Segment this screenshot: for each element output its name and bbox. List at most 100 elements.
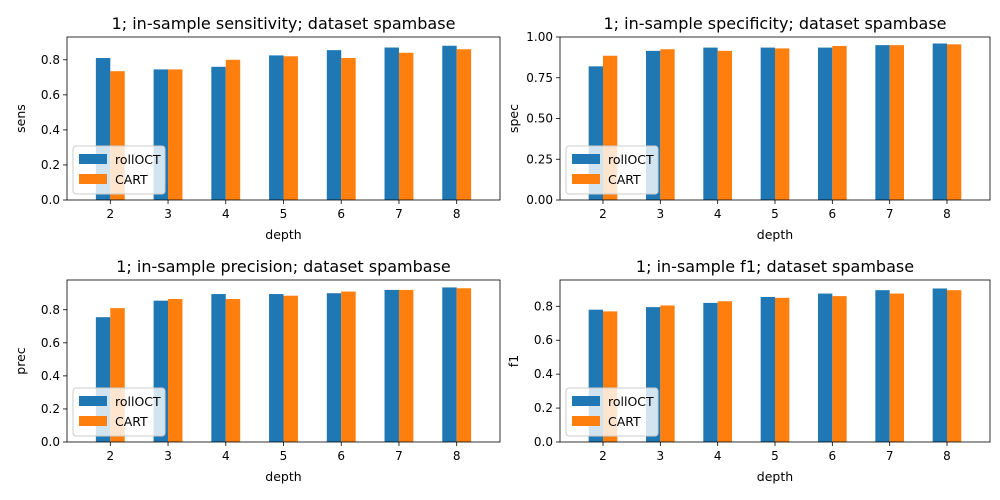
bar-rolloct-depth-6 — [818, 293, 833, 442]
legend: rollOCT CART — [72, 387, 166, 437]
bar-cart-depth-4 — [717, 301, 732, 442]
legend-swatch-rolloct — [79, 396, 107, 406]
bar-cart-depth-8 — [947, 290, 962, 442]
x-tick-label: 8 — [943, 207, 951, 221]
bar-rolloct-depth-7 — [384, 47, 399, 200]
chart-title: 1; in-sample specificity; dataset spamba… — [604, 14, 947, 33]
bar-cart-depth-3 — [660, 305, 675, 442]
legend-swatch-rolloct — [572, 154, 600, 164]
y-tick-label: 0.2 — [41, 402, 60, 416]
chart-panel-3: 2 3 4 5 6 7 8 0.0 0.2 0.4 0.6 0.8 1; in-sample preci… — [13, 257, 501, 484]
x-tick-label: 6 — [829, 207, 837, 221]
legend-swatch-rolloct — [572, 396, 600, 406]
y-tick-label: 0.4 — [534, 367, 553, 381]
bar-cart-depth-7 — [398, 52, 414, 200]
y-tick-label: 0.2 — [534, 401, 553, 415]
bar-rolloct-depth-4 — [703, 302, 718, 442]
bar-rolloct-depth-6 — [326, 50, 342, 201]
bar-rolloct-depth-5 — [269, 55, 284, 201]
y-tick-label: 0.75 — [526, 71, 553, 85]
legend: rollOCT CART — [72, 145, 166, 195]
bar-cart-depth-8 — [947, 44, 962, 201]
y-tick-label: 0.0 — [41, 193, 60, 207]
y-tick-label: 0.8 — [534, 299, 553, 313]
y-tick-label: 0.6 — [41, 88, 60, 102]
legend-swatch-cart — [79, 416, 107, 426]
bar-rolloct-depth-5 — [269, 294, 284, 442]
x-tick-label: 3 — [657, 207, 665, 221]
y-tick-label: 0.8 — [41, 53, 60, 67]
x-axis-label: depth — [265, 469, 301, 484]
bar-cart-depth-5 — [283, 56, 298, 200]
bar-rolloct-depth-8 — [442, 45, 457, 201]
x-tick-label: 8 — [943, 449, 951, 463]
x-tick-label: 3 — [164, 449, 172, 463]
y-tick-label: 0.0 — [534, 435, 553, 449]
x-tick-label: 2 — [106, 449, 114, 463]
bar-cart-depth-3 — [660, 49, 675, 200]
legend-label-cart: CART — [115, 414, 148, 429]
x-tick-label: 2 — [599, 207, 607, 221]
x-tick-label: 3 — [657, 449, 665, 463]
legend-swatch-cart — [572, 416, 600, 426]
x-tick-label: 7 — [886, 207, 894, 221]
chart-title: 1; in-sample precision; dataset spambase — [116, 257, 451, 276]
chart-title: 1; in-sample f1; dataset spambase — [636, 257, 914, 276]
x-tick-label: 4 — [222, 449, 230, 463]
x-tick-label: 2 — [106, 207, 114, 221]
bar-cart-depth-7 — [889, 293, 904, 442]
bar-rolloct-depth-7 — [384, 289, 399, 442]
legend-label-cart: CART — [115, 172, 148, 187]
y-axis-label: sens — [13, 104, 28, 133]
bar-cart-depth-6 — [341, 291, 356, 442]
legend: rollOCT CART — [565, 145, 659, 195]
x-tick-label: 3 — [164, 207, 172, 221]
y-tick-label: 0.50 — [526, 112, 553, 126]
bar-cart-depth-8 — [456, 288, 472, 442]
bar-cart-depth-4 — [717, 50, 732, 200]
bar-cart-depth-4 — [225, 299, 241, 442]
bar-rolloct-depth-8 — [932, 288, 947, 442]
bar-cart-depth-6 — [832, 296, 847, 442]
bar-rolloct-depth-5 — [760, 47, 775, 201]
bar-cart-depth-6 — [341, 58, 356, 200]
bar-rolloct-depth-6 — [326, 293, 342, 442]
y-tick-label: 0.0 — [41, 435, 60, 449]
legend-swatch-cart — [572, 174, 600, 184]
bar-cart-depth-7 — [398, 289, 414, 442]
bar-rolloct-depth-4 — [211, 294, 226, 442]
y-tick-label: 0.8 — [41, 303, 60, 317]
y-tick-label: 0.2 — [41, 158, 60, 172]
bar-rolloct-depth-4 — [703, 47, 718, 201]
bar-rolloct-depth-4 — [211, 66, 226, 200]
bar-cart-depth-3 — [168, 69, 183, 200]
x-tick-label: 6 — [337, 449, 345, 463]
x-tick-label: 4 — [714, 449, 722, 463]
legend-label-cart: CART — [608, 414, 641, 429]
bar-cart-depth-8 — [456, 49, 472, 200]
y-axis-label: prec — [13, 347, 28, 374]
x-axis-label: depth — [265, 227, 301, 242]
x-tick-label: 4 — [714, 207, 722, 221]
legend-label-rolloct: rollOCT — [608, 394, 654, 409]
x-tick-label: 5 — [771, 449, 779, 463]
y-tick-label: 0.00 — [526, 193, 553, 207]
x-tick-label: 7 — [395, 449, 403, 463]
bar-cart-depth-6 — [832, 45, 847, 200]
y-tick-label: 0.6 — [41, 336, 60, 350]
y-tick-label: 0.4 — [41, 123, 60, 137]
bar-cart-depth-5 — [775, 297, 790, 442]
bar-cart-depth-4 — [225, 59, 241, 200]
bar-rolloct-depth-5 — [760, 296, 775, 442]
x-tick-label: 6 — [337, 207, 345, 221]
x-tick-label: 2 — [599, 449, 607, 463]
legend-label-rolloct: rollOCT — [608, 152, 654, 167]
x-tick-label: 8 — [453, 207, 461, 221]
y-tick-label: 0.6 — [534, 333, 553, 347]
bar-cart-depth-7 — [889, 45, 904, 201]
x-axis-label: depth — [757, 227, 793, 242]
x-tick-label: 5 — [771, 207, 779, 221]
x-tick-label: 7 — [395, 207, 403, 221]
chart-title: 1; in-sample sensitivity; dataset spamba… — [112, 14, 456, 33]
